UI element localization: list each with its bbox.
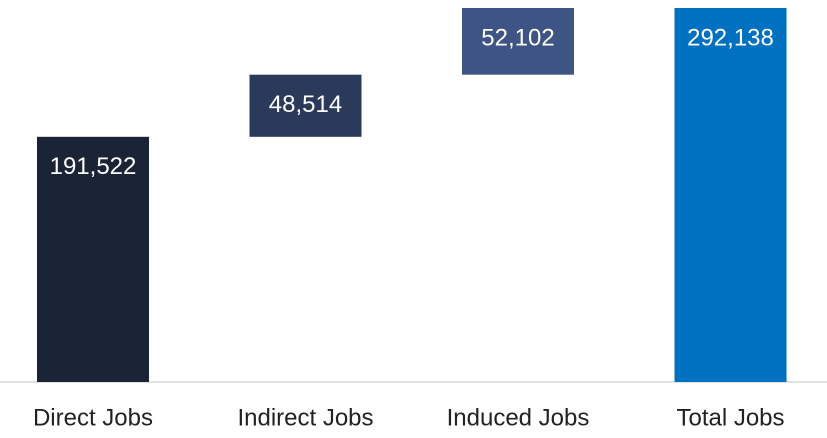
data-label: 191,522 (50, 153, 137, 180)
data-label: 48,514 (269, 91, 342, 118)
data-label: 292,138 (687, 24, 774, 51)
bar (249, 74, 362, 137)
x-tick-label: Direct Jobs (33, 404, 153, 431)
x-tick-label: Induced Jobs (447, 404, 590, 431)
data-label: 52,102 (481, 24, 554, 51)
bar (37, 136, 149, 382)
x-tick-label: Indirect Jobs (237, 404, 373, 431)
bar (462, 8, 574, 75)
x-tick-label: Total Jobs (676, 404, 784, 431)
bar (674, 8, 787, 382)
